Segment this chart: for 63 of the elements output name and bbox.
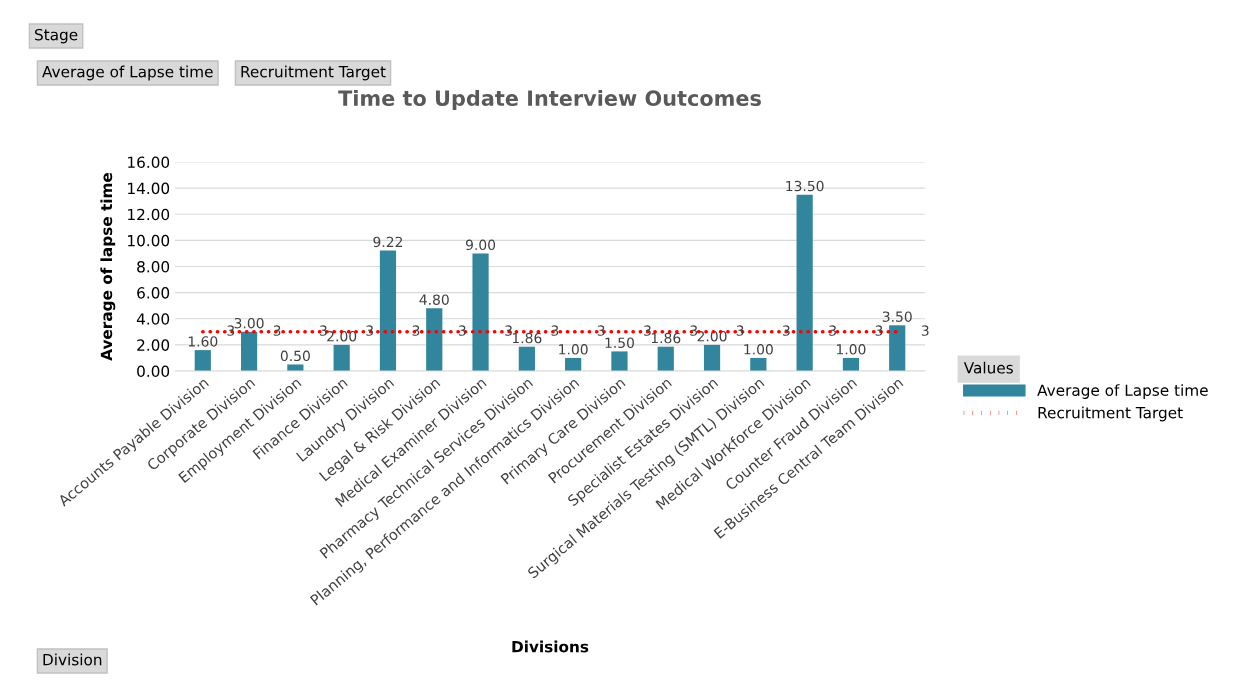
bar [796,194,813,371]
y-tick-label: 4.00 [136,313,170,325]
x-axis-title: Divisions [512,640,589,653]
data-label: 3 [273,325,281,336]
data-label: 3.50 [882,311,912,322]
bar [518,346,535,371]
data-label: 3 [227,325,235,336]
y-tick-label: 0.00 [137,365,170,378]
data-label: 3 [829,325,836,336]
data-label: 3 [458,325,466,336]
data-label: 3.00 [234,317,264,329]
data-label: 3 [412,325,420,336]
legend-label: Recruitment Target [1038,406,1183,422]
y-tick-label: 16.00 [128,156,170,169]
data-label: 3 [505,325,512,336]
data-label: 3 [366,325,373,336]
data-label: 3 [783,325,790,336]
bar [657,346,674,371]
bar [611,351,628,371]
y-tick-label: 6.00 [137,287,170,299]
text: Average of Lapse time [42,65,213,81]
bar [287,364,304,371]
data-label: 2.00 [327,330,357,342]
legend-title: Values [963,361,1013,374]
data-label: 0.50 [280,350,310,362]
data-label: 13.50 [786,180,824,192]
y-tick-label: 2.00 [137,339,170,351]
text: Division [43,653,102,666]
data-label: 3 [644,325,651,336]
text: Stage [35,28,78,44]
y-axis-title: Average of lapse time [100,172,116,361]
bar [565,357,582,371]
data-label: 4.80 [419,294,449,305]
data-label: 1.00 [744,344,773,355]
bar [889,325,906,371]
y-tick-label: 14.00 [128,182,170,195]
data-label: 1.86 [651,332,681,344]
text: Recruitment Target [241,65,386,81]
bar [472,253,489,371]
bar [426,308,443,371]
data-label: 9.22 [373,236,403,248]
bar [379,250,397,371]
data-label: 1.00 [559,344,588,355]
data-label: 9.00 [465,239,496,251]
data-label: 3 [551,325,559,336]
data-label: 1.50 [605,337,634,349]
data-label: 3 [736,325,744,336]
y-tick-label: 10.00 [128,234,170,247]
legend-label: Average of Lapse time [1037,384,1208,399]
y-tick-label: 8.00 [137,260,170,273]
data-label: 1.86 [512,332,542,344]
chart-title: Time to Update Interview Outcomes [338,89,761,111]
bar [333,344,350,371]
bar [240,331,258,371]
bar [703,344,721,371]
y-tick-label: 12.00 [128,208,170,221]
data-label: 1.00 [836,344,866,355]
data-label: 1.60 [188,336,218,347]
data-label: 3 [921,325,929,336]
bar [194,350,211,371]
bar [842,357,860,371]
data-label: 3 [320,325,327,336]
bar [750,357,767,371]
